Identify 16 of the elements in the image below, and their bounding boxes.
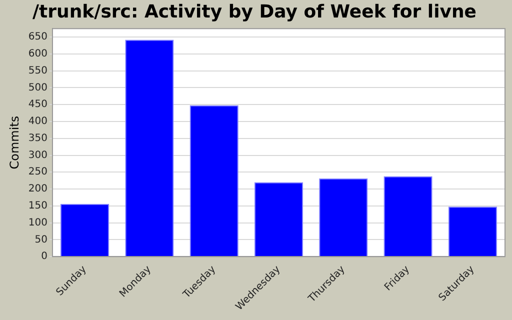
y-tick-label: 250 [28,166,48,178]
y-tick-label: 100 [28,217,48,228]
y-tick-label: 150 [28,200,48,212]
y-axis-title: Commits [7,116,22,170]
y-tick-label: 200 [28,184,48,195]
y-tick-label: 0 [41,251,48,262]
y-tick-label: 400 [28,116,48,128]
y-tick-label: 350 [28,132,48,144]
y-tick-label: 500 [28,82,48,94]
y-tick-label: 50 [34,234,48,246]
y-tick-label: 300 [28,150,48,161]
y-tick-label: 650 [28,32,48,43]
y-tick-label: 550 [28,65,48,76]
y-tick-label: 450 [28,99,48,110]
chart-title: /trunk/src: Activity by Day of Week for livne [32,1,477,22]
y-tick-label: 600 [28,48,48,60]
